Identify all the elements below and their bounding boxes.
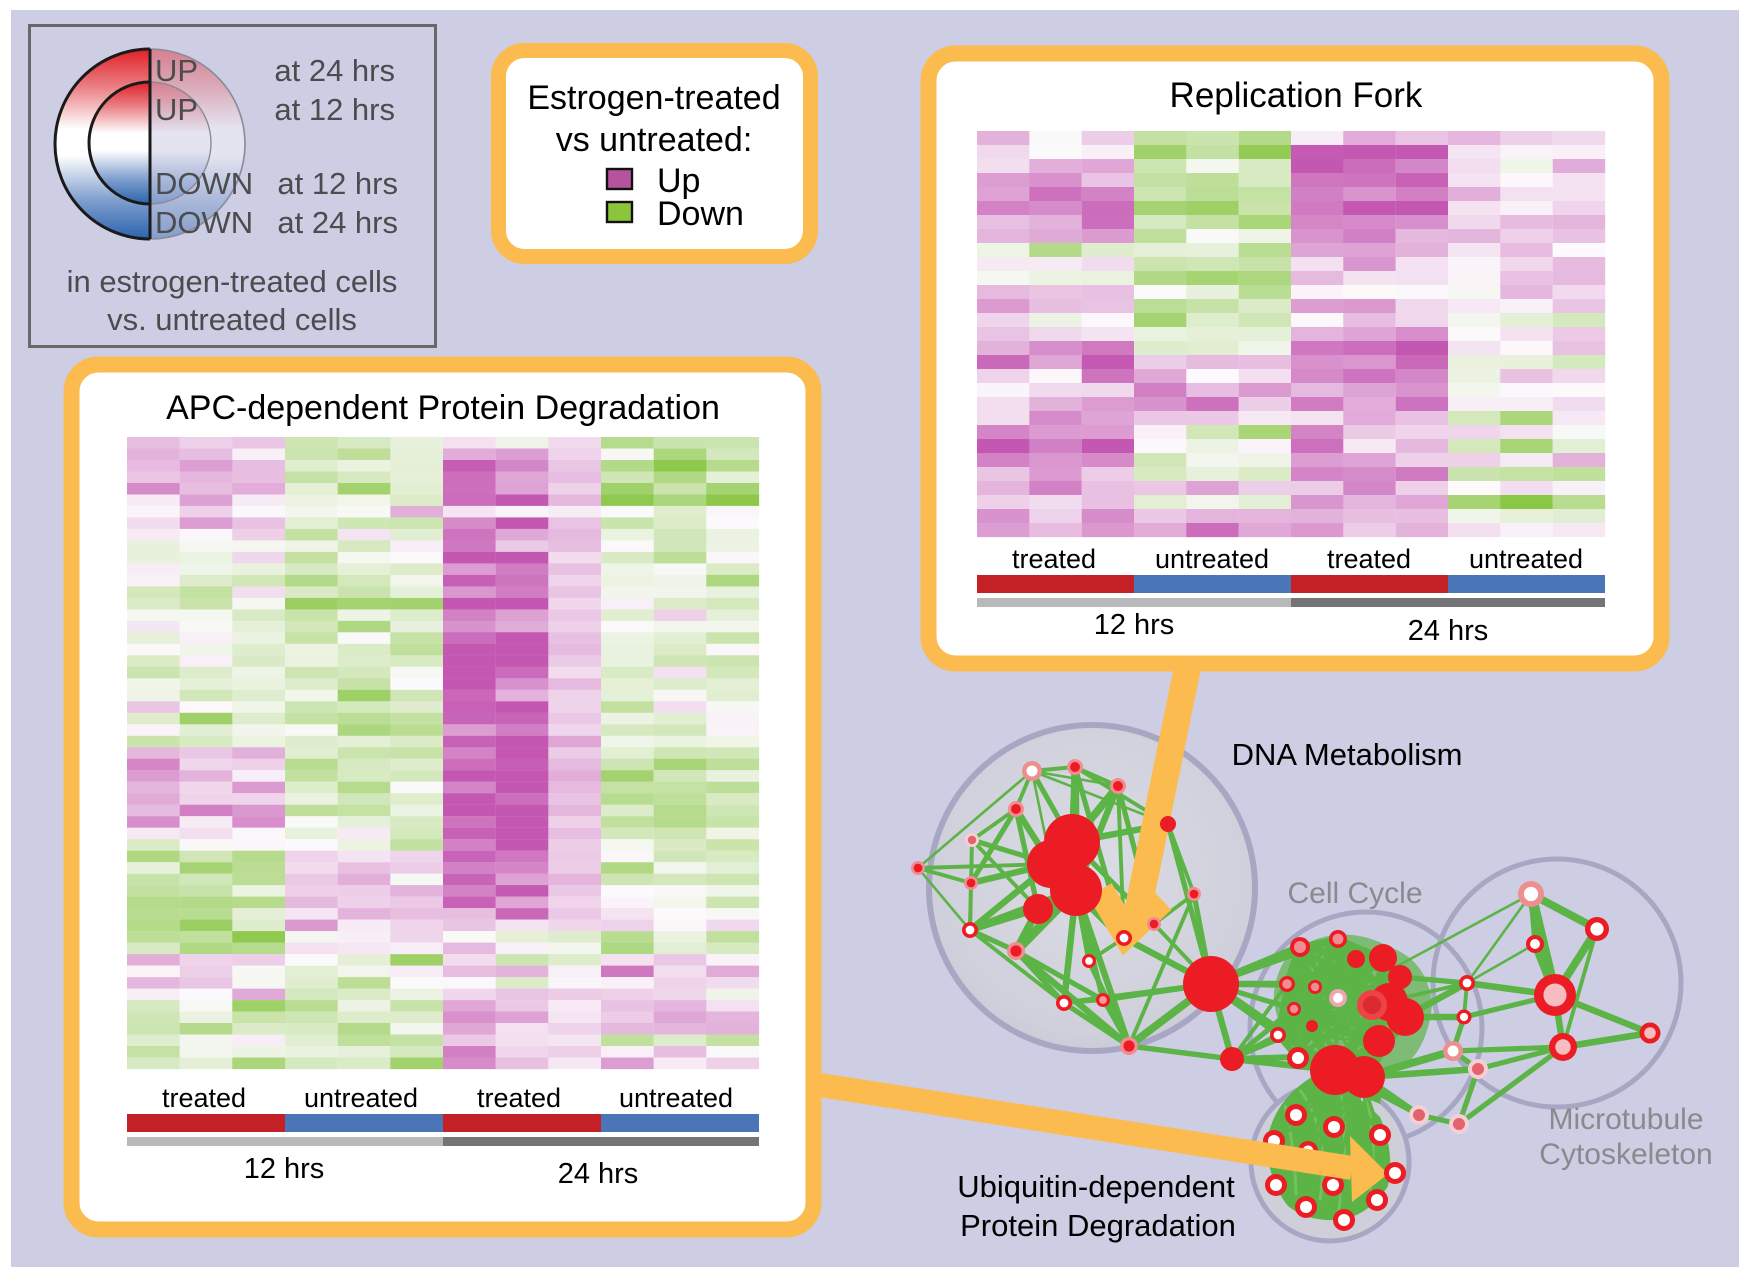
svg-text:treated: treated (162, 1083, 246, 1113)
svg-text:UP: UP (155, 53, 198, 88)
svg-text:untreated: untreated (619, 1083, 733, 1113)
svg-text:Replication Fork: Replication Fork (1170, 76, 1423, 115)
svg-text:treated: treated (477, 1083, 561, 1113)
svg-text:24 hrs: 24 hrs (558, 1158, 639, 1190)
svg-text:DNA Metabolism: DNA Metabolism (1232, 737, 1463, 772)
svg-text:APC-dependent Protein Degradat: APC-dependent Protein Degradation (166, 389, 720, 427)
svg-text:Estrogen-treated: Estrogen-treated (527, 79, 780, 117)
svg-text:untreated: untreated (304, 1083, 418, 1113)
svg-text:UP: UP (155, 92, 198, 127)
svg-text:at 24 hrs: at 24 hrs (277, 205, 398, 240)
svg-text:at 12 hrs: at 12 hrs (274, 92, 395, 127)
svg-text:12 hrs: 12 hrs (244, 1153, 325, 1185)
svg-text:Cytoskeleton: Cytoskeleton (1539, 1138, 1712, 1171)
svg-text:DOWN: DOWN (155, 205, 253, 240)
svg-text:treated: treated (1012, 544, 1096, 574)
svg-text:Up: Up (657, 162, 700, 200)
svg-text:vs untreated:: vs untreated: (556, 121, 753, 159)
svg-text:Protein Degradation: Protein Degradation (960, 1208, 1236, 1243)
svg-text:24 hrs: 24 hrs (1408, 615, 1489, 647)
svg-text:in estrogen-treated cells: in estrogen-treated cells (67, 264, 398, 299)
svg-text:vs. untreated cells: vs. untreated cells (107, 302, 357, 337)
svg-text:Cell Cycle: Cell Cycle (1287, 877, 1422, 910)
svg-text:untreated: untreated (1469, 544, 1583, 574)
svg-text:treated: treated (1327, 544, 1411, 574)
svg-text:12 hrs: 12 hrs (1094, 609, 1175, 641)
svg-text:untreated: untreated (1155, 544, 1269, 574)
svg-text:at 24 hrs: at 24 hrs (274, 53, 395, 88)
svg-text:at 12 hrs: at 12 hrs (277, 166, 398, 201)
svg-text:Ubiquitin-dependent: Ubiquitin-dependent (957, 1169, 1235, 1204)
svg-text:Microtubule: Microtubule (1548, 1103, 1703, 1136)
svg-text:DOWN: DOWN (155, 166, 253, 201)
svg-text:Down: Down (657, 195, 744, 233)
